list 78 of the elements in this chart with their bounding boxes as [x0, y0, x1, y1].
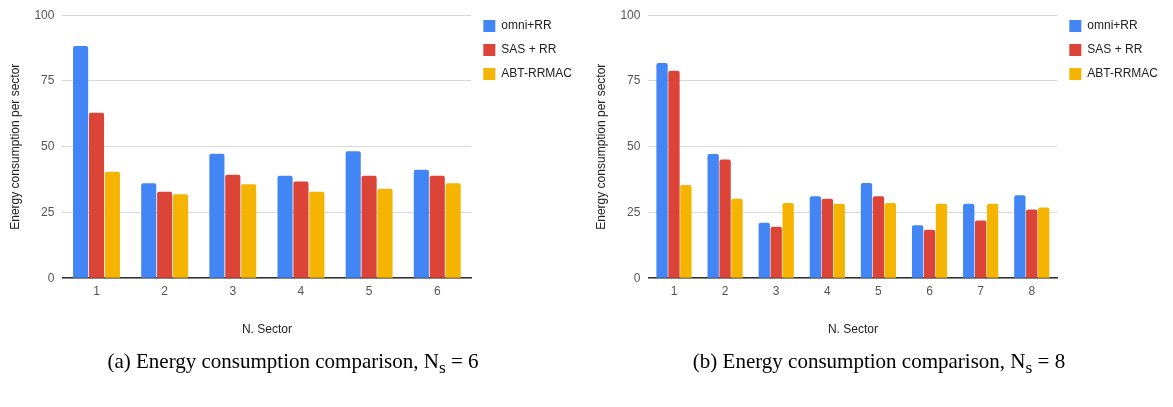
x-tick-label: 1 [93, 283, 101, 298]
bar [209, 153, 225, 278]
legend-label: ABT-RRMAC [1087, 66, 1159, 81]
bar [884, 202, 897, 278]
bar [141, 183, 157, 278]
bar [445, 183, 461, 278]
x-tick-label: 6 [433, 283, 441, 298]
bar [413, 169, 429, 278]
x-axis-title: N. Sector [827, 322, 878, 337]
bar [104, 171, 120, 278]
x-tick-label: 2 [161, 283, 169, 298]
text: (a) Energy consumption comparison, N$_{s}$ = 6 [106, 349, 480, 379]
x-tick-label: 4 [297, 283, 305, 298]
y-tick-label: 50 [41, 139, 55, 154]
y-tick-label: 100 [34, 7, 55, 22]
y-tick-label: 50 [627, 139, 641, 154]
bar [986, 203, 999, 278]
y-axis-title: Energy consumption per sector [593, 63, 608, 230]
bar [821, 198, 833, 278]
bar [809, 196, 822, 278]
bar [225, 174, 241, 278]
y-axis-title: Energy consumption per sector [7, 63, 22, 230]
x-tick-label: 3 [229, 283, 237, 298]
legend-label: omni+RR [501, 18, 553, 33]
legend-label: omni+RR [1087, 18, 1139, 33]
bar [345, 151, 361, 278]
bar [1026, 209, 1038, 278]
bar [731, 198, 743, 278]
x-tick-label: 4 [823, 283, 831, 298]
x-tick-label: 5 [365, 283, 373, 298]
bar [377, 188, 393, 278]
bar [157, 191, 173, 278]
legend-label: SAS + RR [1087, 42, 1143, 57]
y-tick-label: 0 [633, 270, 641, 285]
bar [173, 194, 189, 278]
y-tick-label: 0 [47, 270, 55, 285]
bar [770, 226, 782, 278]
y-tick-label: 100 [620, 7, 641, 22]
bar [963, 203, 975, 278]
y-tick-label: 25 [41, 204, 55, 219]
bar [73, 45, 89, 278]
bar [429, 175, 445, 278]
bar [680, 185, 692, 278]
bar [361, 175, 377, 278]
x-tick-label: 7 [977, 283, 985, 298]
x-tick-label: 6 [926, 283, 934, 298]
legend-label: SAS + RR [501, 42, 557, 57]
x-tick-label: 5 [875, 283, 883, 298]
bar [309, 191, 325, 278]
bar [277, 175, 293, 278]
bar [911, 225, 924, 278]
bar [1038, 207, 1050, 278]
bar [860, 182, 873, 278]
bar [975, 220, 987, 278]
y-tick-label: 25 [627, 204, 641, 219]
bar [935, 203, 948, 278]
text: (b) Energy consumption comparison, N$_{s}$ = 8 [691, 349, 1067, 379]
bar [923, 229, 936, 278]
x-tick-label: 2 [721, 283, 729, 298]
bar [719, 159, 731, 278]
bar [1014, 195, 1026, 278]
bar [88, 112, 105, 278]
bar [782, 202, 794, 278]
bar [833, 203, 845, 278]
bar [758, 222, 770, 278]
x-tick-label: 1 [670, 283, 678, 298]
x-tick-label: 8 [1028, 283, 1036, 298]
y-tick-label: 75 [41, 73, 55, 88]
bar [707, 154, 719, 278]
legend-label: ABT-RRMAC [501, 66, 573, 81]
bar [872, 196, 885, 278]
y-tick-label: 75 [627, 73, 641, 88]
bar [241, 184, 257, 278]
bar [293, 181, 309, 278]
bar [656, 63, 668, 278]
x-axis-title: N. Sector [241, 322, 292, 337]
bar [668, 70, 680, 278]
x-tick-label: 3 [772, 283, 780, 298]
